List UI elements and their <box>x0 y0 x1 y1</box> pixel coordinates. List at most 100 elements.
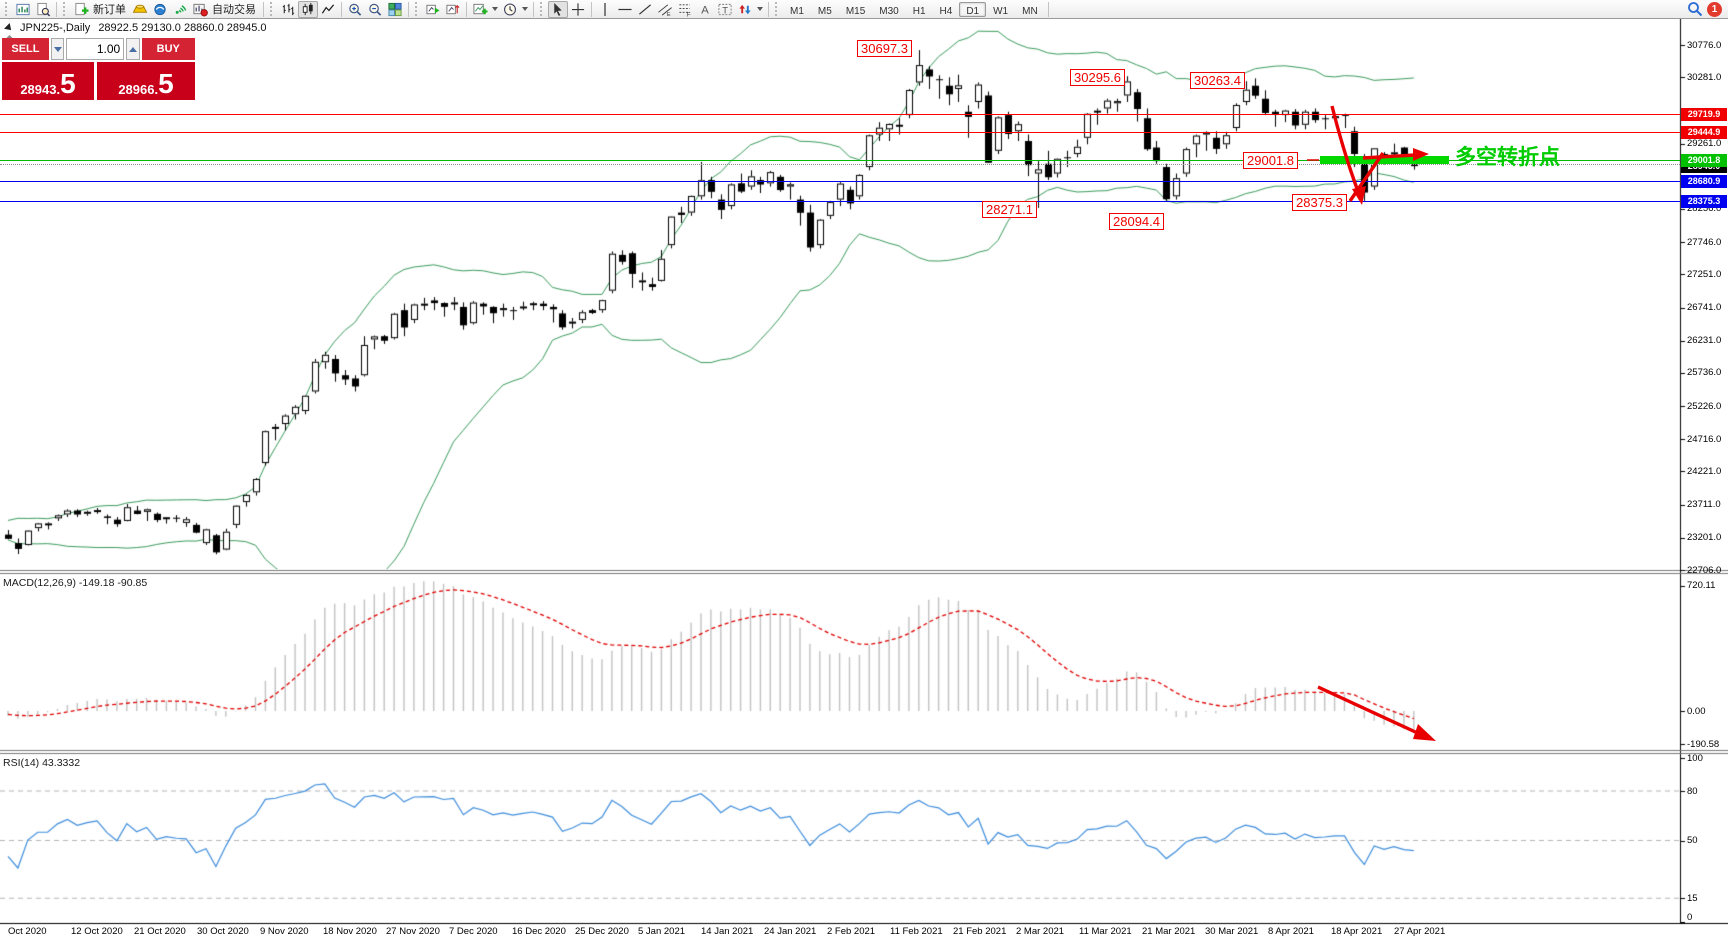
timeframe-button-h4[interactable]: H4 <box>933 2 960 17</box>
timeframe-toolbar: M1 M5 M15 M30 H1 H4 D1 W1 MN <box>783 1 1045 17</box>
crosshair-tool-button[interactable] <box>568 1 588 18</box>
date-axis-label: 25 Dec 2020 <box>575 926 629 937</box>
timeframe-button-d1[interactable]: D1 <box>959 1 987 17</box>
vertical-line-tool-button[interactable] <box>595 1 615 18</box>
profiles-button[interactable] <box>33 1 53 18</box>
candlestick-mode-button[interactable] <box>298 0 318 18</box>
macd-axis-tick: 720.11 <box>1687 580 1716 592</box>
date-axis-label: 30 Oct 2020 <box>197 926 249 937</box>
zoom-in-button[interactable] <box>345 1 365 18</box>
sell-price-big: 5 <box>60 68 76 99</box>
price-axis-tick: 26741.0 <box>1687 302 1722 313</box>
horizontal-level-line[interactable] <box>0 201 1680 203</box>
sell-button[interactable]: SELL <box>2 38 49 60</box>
volume-decrease-button[interactable] <box>50 38 65 60</box>
bar-chart-mode-button[interactable] <box>278 1 298 18</box>
cursor-tool-button[interactable] <box>548 0 568 18</box>
pivot-highlight-bar[interactable] <box>1320 156 1449 164</box>
pivot-text: 多空转折点 <box>1455 146 1560 169</box>
price-level-chip: 29001.8 <box>1681 154 1727 168</box>
timeframe-button-m30[interactable]: M30 <box>872 2 905 17</box>
timeframe-button-mn[interactable]: MN <box>1015 2 1045 17</box>
chart-shift-button[interactable] <box>443 1 463 18</box>
price-axis-tick: 25226.0 <box>1687 400 1722 412</box>
label-icon: T <box>718 3 732 15</box>
timeframe-button-m15[interactable]: M15 <box>839 2 872 17</box>
timeframe-button-h1[interactable]: H1 <box>906 2 933 17</box>
arrows-tool-button[interactable] <box>735 1 765 18</box>
buy-price-panel[interactable]: 28966. 5 <box>97 62 195 100</box>
chart-ohlc-header: JPN225-,Daily 28922.5 29130.0 28860.0 28… <box>4 22 267 34</box>
price-annotation-box[interactable]: 28271.1 <box>982 201 1037 218</box>
price-axis-tick: 27746.0 <box>1687 236 1722 248</box>
horizontal-level-line[interactable] <box>0 181 1680 183</box>
candlestick-icon <box>302 2 313 15</box>
new-order-label: 新订单 <box>93 4 126 16</box>
indicators-icon <box>473 3 488 14</box>
line-chart-mode-button[interactable] <box>318 1 338 18</box>
triangle-down-icon <box>53 46 62 52</box>
horizontal-level-line[interactable] <box>0 113 1680 115</box>
fibonacci-tool-button[interactable]: F <box>675 1 695 18</box>
toolbar-separator <box>1047 1 1049 17</box>
date-axis-label: 5 Jan 2021 <box>638 926 686 937</box>
rsi-axis-tick: 100 <box>1687 752 1703 764</box>
rsi-label: RSI(14) 43.3332 <box>3 757 81 769</box>
horizontal-line-tool-button[interactable] <box>615 1 635 18</box>
trendline-tool-button[interactable] <box>635 1 655 18</box>
periods-button[interactable] <box>500 1 530 18</box>
volume-input[interactable] <box>66 38 125 60</box>
price-annotation-box[interactable]: 30295.6 <box>1070 69 1125 86</box>
fibonacci-icon: F <box>679 3 691 17</box>
price-annotation-box[interactable]: 28375.3 <box>1292 194 1347 211</box>
symbol-period-label: JPN225-,Daily <box>20 22 91 34</box>
toolbar-separator <box>466 1 467 17</box>
auto-scroll-button[interactable] <box>423 1 443 18</box>
timeframe-button-m5[interactable]: M5 <box>811 2 839 17</box>
buy-button[interactable]: BUY <box>141 38 195 60</box>
label-tool-button[interactable]: T <box>715 1 735 18</box>
toolbar-grip <box>415 2 419 16</box>
date-axis-label: 14 Jan 2021 <box>701 926 754 937</box>
date-axis-label: 21 Mar 2021 <box>1142 926 1196 937</box>
search-icon[interactable] <box>1687 1 1703 17</box>
date-axis-label: 11 Feb 2021 <box>890 926 943 937</box>
toolbar-grip <box>775 2 779 16</box>
price-annotation-box[interactable]: 30263.4 <box>1190 72 1245 89</box>
timeframe-button-m1[interactable]: M1 <box>783 2 811 17</box>
price-chart-canvas[interactable] <box>0 19 1728 938</box>
timeframe-button-w1[interactable]: W1 <box>986 2 1015 17</box>
signals-button[interactable] <box>170 1 190 18</box>
text-tool-button[interactable]: A <box>695 1 715 18</box>
zoom-out-button[interactable] <box>365 1 385 18</box>
crosshair-icon <box>571 2 585 16</box>
new-chart-button[interactable] <box>13 1 33 18</box>
price-axis-tick: 30776.0 <box>1687 39 1722 51</box>
notification-badge[interactable]: 1 <box>1707 1 1722 17</box>
market-gold-button[interactable] <box>130 1 150 18</box>
toolbar-grip <box>270 2 274 16</box>
date-axis-label: 11 Mar 2021 <box>1079 926 1132 937</box>
sell-price-panel[interactable]: 28943. 5 <box>2 62 94 100</box>
new-order-button[interactable]: 新订单 <box>71 1 130 18</box>
volume-increase-button[interactable] <box>126 38 140 60</box>
community-button[interactable] <box>150 1 170 18</box>
indicators-button[interactable] <box>470 1 500 18</box>
svg-text:A: A <box>701 4 709 16</box>
price-annotation-box[interactable]: 30697.3 <box>857 40 912 57</box>
dropdown-caret-icon <box>492 7 498 11</box>
toolbar: 新订单 自动交易 <box>0 0 1728 19</box>
price-axis-tick: 27251.0 <box>1687 268 1722 280</box>
autotrading-button[interactable]: 自动交易 <box>190 1 260 18</box>
horizontal-level-line[interactable] <box>0 160 1680 162</box>
price-annotation-box[interactable]: 29001.8 <box>1243 152 1298 169</box>
toolbar-grip <box>5 2 9 16</box>
horizontal-level-line[interactable] <box>0 131 1680 133</box>
rsi-axis-tick: 50 <box>1687 835 1698 846</box>
tile-windows-button[interactable] <box>385 1 405 18</box>
price-annotation-box[interactable]: 28094.4 <box>1109 213 1164 230</box>
price-axis-tick: 22706.0 <box>1687 564 1722 576</box>
equidistant-channel-tool-button[interactable]: E <box>655 1 675 18</box>
chart-shift-icon <box>446 4 460 14</box>
price-axis-tick: 24221.0 <box>1687 465 1722 477</box>
